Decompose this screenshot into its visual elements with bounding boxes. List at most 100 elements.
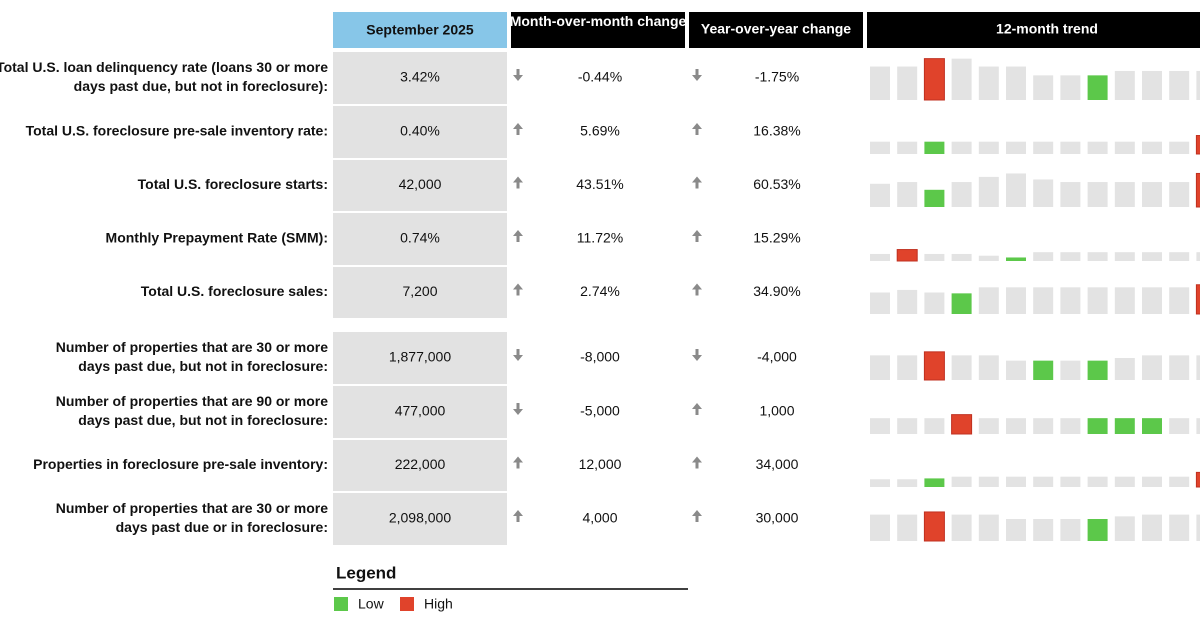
trend-bar: [1087, 418, 1108, 434]
row-label: Total U.S. foreclosure starts:: [138, 176, 328, 192]
row-label: Total U.S. foreclosure sales:: [141, 283, 328, 299]
trend-bar: [1169, 514, 1190, 541]
trend-bar: [1033, 287, 1054, 314]
value: 3.42%: [400, 69, 440, 85]
trend-bar: [1006, 360, 1026, 380]
trend-bar: [1169, 70, 1190, 100]
trend-bar: [1060, 476, 1081, 487]
legend-swatch: [334, 597, 348, 611]
trend-bar: [870, 418, 890, 434]
value-cell: [333, 52, 507, 104]
trend-bar: [1114, 70, 1135, 100]
trend-bar: [951, 355, 972, 380]
trend-bar: [897, 182, 918, 207]
trend-bar: [897, 141, 918, 154]
legend-title: Legend: [336, 563, 396, 582]
header: 12-month trend: [996, 21, 1098, 37]
mom-value: 2.74%: [580, 283, 620, 299]
trend-bar: [1087, 476, 1108, 487]
header: Month-over-month change: [510, 13, 687, 29]
value: 477,000: [395, 403, 446, 419]
trend-bar: [870, 479, 890, 487]
trend-bar: [1114, 182, 1135, 207]
arrow-icon: [513, 69, 523, 81]
trend-bar: [1114, 418, 1135, 434]
trend-bar: [978, 176, 999, 207]
trend-bar: [1087, 519, 1108, 541]
value: 222,000: [395, 456, 446, 472]
trend-bar: [1033, 418, 1054, 434]
trend-bar: [1142, 252, 1162, 261]
trend-bar: [1033, 476, 1054, 487]
trend-bar: [896, 249, 918, 262]
trend-bar: [870, 253, 890, 261]
row-label: Properties in foreclosure pre-sale inven…: [33, 456, 328, 472]
arrow-icon: [692, 456, 702, 469]
trend-bar: [978, 476, 999, 487]
trend-bar: [1087, 75, 1108, 100]
trend-bar: [1033, 75, 1054, 100]
trend-bar: [1195, 135, 1200, 155]
legend-label: Low: [358, 596, 385, 612]
arrow-icon: [692, 176, 702, 189]
row-label: Number of properties that are 30 or more: [56, 500, 329, 516]
row-label: Number of properties that are 90 or more: [56, 393, 329, 409]
arrow-icon: [513, 230, 523, 242]
trend-bar: [1169, 252, 1190, 261]
trend-bar: [978, 514, 999, 541]
trend-bar: [870, 514, 890, 541]
header-bg: [689, 12, 863, 48]
trend-bar: [1142, 514, 1162, 541]
trend-bar: [1114, 476, 1135, 487]
yoy-value: 1,000: [759, 403, 794, 419]
legend-swatch: [400, 597, 414, 611]
trend-bar: [1169, 141, 1190, 154]
row-label: Monthly Prepayment Rate (SMM):: [106, 230, 328, 246]
trend-bar: [1142, 418, 1162, 434]
trend-bar: [1195, 172, 1200, 208]
value: 1,877,000: [389, 349, 451, 365]
trend-bar: [897, 418, 918, 434]
trend-bar: [870, 66, 890, 100]
yoy-value: 34.90%: [753, 283, 800, 299]
trend-bar: [1169, 476, 1190, 487]
header: September 2025: [366, 22, 474, 38]
trend-bar: [897, 355, 918, 380]
trend-bar: [1169, 287, 1190, 314]
arrow-icon: [692, 283, 702, 296]
row-label: Total U.S. loan delinquency rate (loans …: [0, 59, 328, 75]
trend-bar: [1033, 252, 1054, 261]
trend-bar: [870, 141, 890, 154]
trend-bar: [1060, 141, 1081, 154]
mom-value: 43.51%: [576, 176, 623, 192]
trend-bar: [1006, 287, 1026, 314]
trend-bar: [923, 351, 945, 381]
trend-bar: [978, 355, 999, 380]
value-cell: [333, 106, 507, 158]
trend-bar: [1087, 182, 1108, 207]
value-cell: [333, 386, 507, 438]
trend-bar: [870, 183, 890, 207]
trend-bar: [1087, 141, 1108, 154]
trend-bar: [951, 414, 973, 435]
arrow-icon: [692, 510, 702, 522]
trend-bar: [1196, 418, 1200, 434]
value: 0.74%: [400, 230, 440, 246]
trend-bar: [924, 478, 945, 487]
trend-bar: [924, 292, 945, 314]
trend-bar: [1060, 519, 1081, 541]
mom-value: -8,000: [580, 349, 620, 365]
mom-value: 12,000: [579, 456, 622, 472]
arrow-icon: [692, 403, 702, 415]
trend-bar: [951, 253, 972, 261]
mom-value: -0.44%: [578, 69, 622, 85]
header-bg: [511, 12, 685, 48]
trend-bar: [1169, 182, 1190, 207]
yoy-value: 16.38%: [753, 123, 800, 139]
trend-bar: [1142, 141, 1162, 154]
trend-bar: [1114, 287, 1135, 314]
yoy-value: -4,000: [757, 349, 797, 365]
arrow-icon: [513, 349, 523, 361]
trend-bar: [951, 58, 972, 100]
